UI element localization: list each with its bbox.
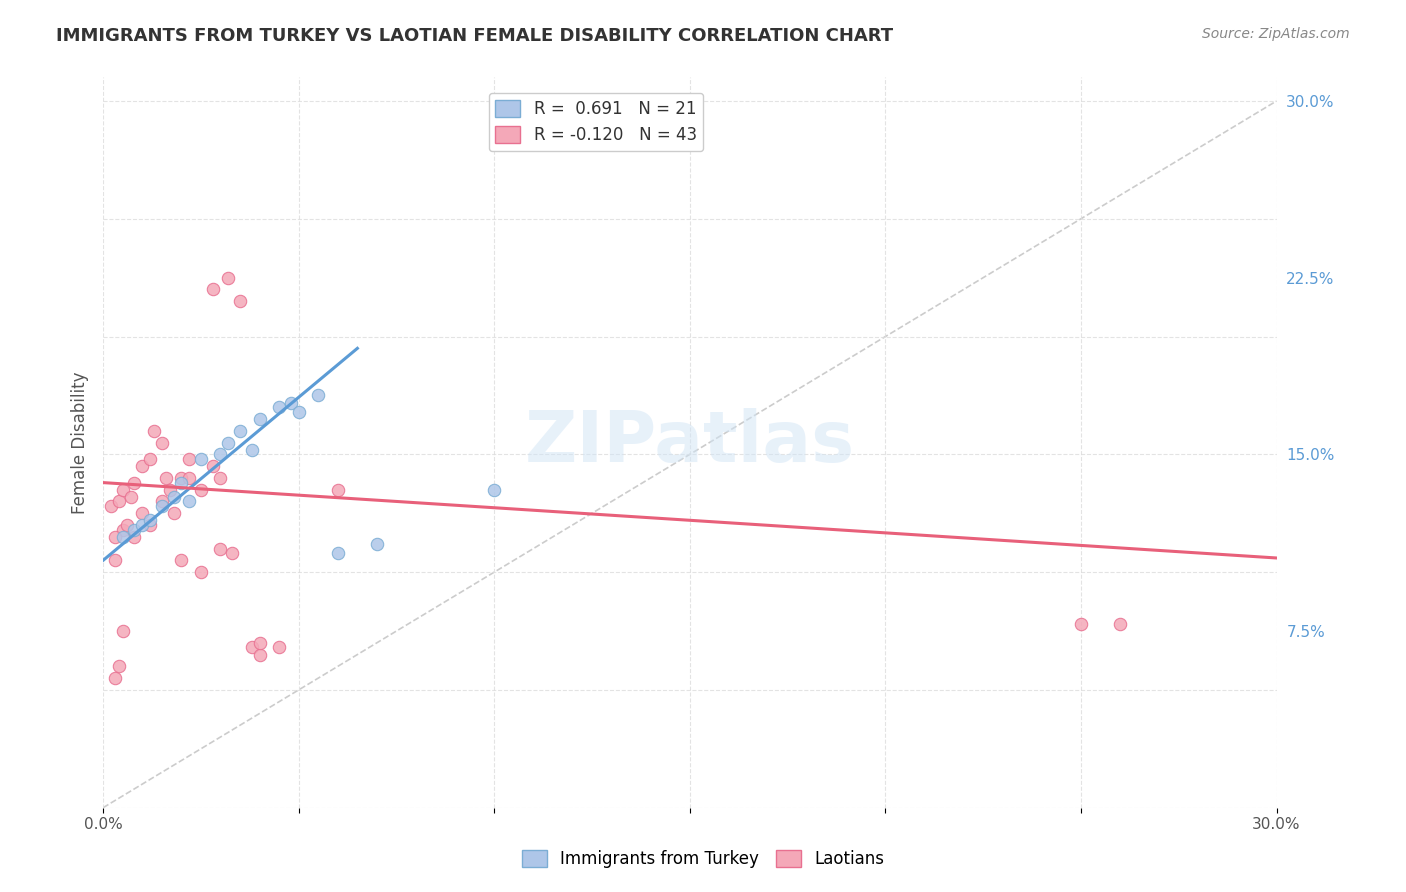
Point: [111, 523, 134, 537]
Point: [280, 395, 302, 409]
Point: [269, 401, 291, 415]
Point: [221, 546, 243, 560]
Point: [107, 659, 129, 673]
Point: [104, 553, 127, 567]
Point: [326, 546, 349, 560]
Point: [150, 435, 173, 450]
Point: [155, 471, 177, 485]
Point: [209, 447, 232, 461]
Point: [139, 452, 162, 467]
Point: [190, 565, 212, 579]
Point: [131, 459, 153, 474]
Point: [307, 388, 329, 402]
Point: [209, 471, 232, 485]
Point: [124, 523, 146, 537]
Point: [287, 405, 309, 419]
Point: [150, 499, 173, 513]
Point: [104, 530, 127, 544]
Point: [131, 506, 153, 520]
Point: [366, 537, 388, 551]
Point: [150, 494, 173, 508]
Point: [229, 424, 252, 438]
Point: [120, 490, 142, 504]
Y-axis label: Female Disability: Female Disability: [72, 371, 89, 514]
Point: [124, 475, 146, 490]
Point: [139, 518, 162, 533]
Text: Source: ZipAtlas.com: Source: ZipAtlas.com: [1202, 27, 1350, 41]
Point: [111, 483, 134, 497]
Point: [217, 270, 239, 285]
Point: [217, 435, 239, 450]
Point: [162, 490, 184, 504]
Point: [104, 671, 127, 685]
Point: [170, 471, 193, 485]
Point: [269, 640, 291, 655]
Point: [179, 452, 201, 467]
Point: [170, 475, 193, 490]
Point: [209, 541, 232, 556]
Text: IMMIGRANTS FROM TURKEY VS LAOTIAN FEMALE DISABILITY CORRELATION CHART: IMMIGRANTS FROM TURKEY VS LAOTIAN FEMALE…: [56, 27, 893, 45]
Point: [179, 471, 201, 485]
Text: ZIPatlas: ZIPatlas: [524, 408, 855, 477]
Point: [159, 483, 181, 497]
Point: [115, 518, 138, 533]
Point: [124, 530, 146, 544]
Point: [249, 412, 271, 426]
Point: [190, 483, 212, 497]
Point: [201, 282, 224, 296]
Point: [201, 459, 224, 474]
Point: [190, 452, 212, 467]
Point: [240, 442, 263, 457]
Point: [249, 636, 271, 650]
Point: [1070, 616, 1092, 631]
Point: [240, 640, 263, 655]
Point: [131, 518, 153, 533]
Point: [143, 424, 166, 438]
Point: [162, 506, 184, 520]
Point: [111, 624, 134, 638]
Point: [111, 530, 134, 544]
Point: [139, 513, 162, 527]
Point: [229, 294, 252, 309]
Point: [100, 499, 122, 513]
Point: [326, 483, 349, 497]
Legend: R =  0.691   N = 21, R = -0.120   N = 43: R = 0.691 N = 21, R = -0.120 N = 43: [488, 93, 703, 151]
Point: [1109, 616, 1132, 631]
Point: [179, 494, 201, 508]
Point: [107, 494, 129, 508]
Point: [249, 648, 271, 662]
Point: [170, 553, 193, 567]
Legend: Immigrants from Turkey, Laotians: Immigrants from Turkey, Laotians: [515, 843, 891, 875]
Point: [484, 483, 506, 497]
